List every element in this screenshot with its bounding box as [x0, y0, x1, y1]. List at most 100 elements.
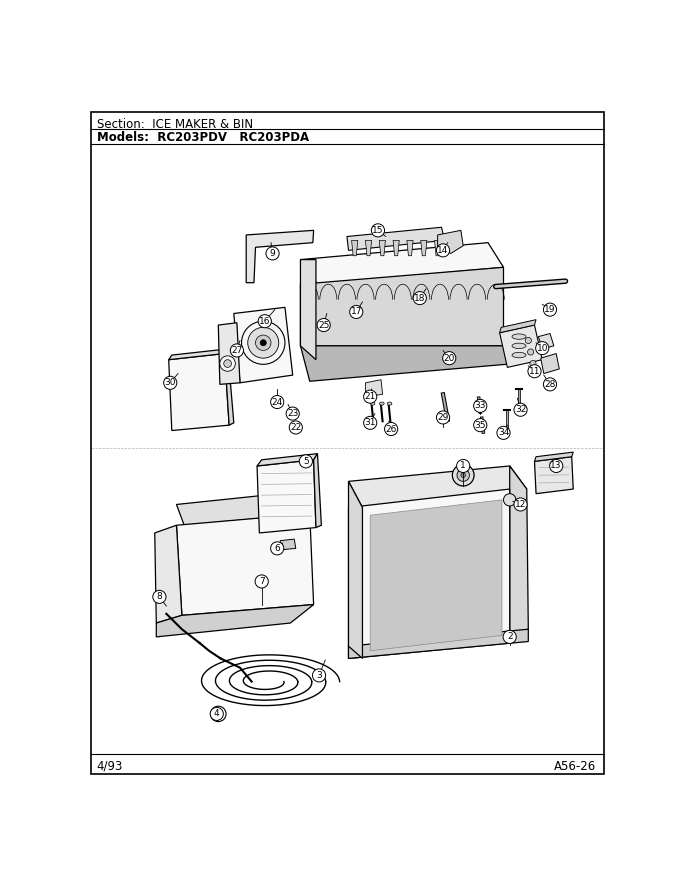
- Polygon shape: [435, 240, 441, 256]
- Circle shape: [503, 630, 516, 643]
- Polygon shape: [280, 539, 296, 550]
- Circle shape: [457, 469, 469, 481]
- Polygon shape: [257, 459, 316, 533]
- Circle shape: [271, 395, 284, 408]
- Circle shape: [214, 710, 222, 718]
- Circle shape: [241, 321, 285, 364]
- Polygon shape: [224, 348, 234, 425]
- Polygon shape: [257, 454, 318, 466]
- Text: 6: 6: [274, 544, 280, 553]
- Text: 35: 35: [475, 421, 486, 429]
- Text: 28: 28: [544, 380, 556, 389]
- Polygon shape: [169, 348, 228, 360]
- Circle shape: [525, 337, 531, 343]
- Circle shape: [255, 575, 269, 588]
- Text: 9: 9: [270, 249, 275, 258]
- Text: 2: 2: [507, 633, 513, 642]
- Circle shape: [461, 473, 466, 478]
- Text: 11: 11: [529, 367, 540, 376]
- Circle shape: [371, 224, 384, 237]
- Text: 27: 27: [231, 346, 243, 355]
- Ellipse shape: [387, 402, 392, 405]
- Polygon shape: [218, 323, 240, 385]
- Polygon shape: [301, 260, 316, 360]
- Text: A56-26: A56-26: [554, 759, 596, 773]
- Polygon shape: [348, 466, 527, 508]
- Polygon shape: [539, 334, 554, 348]
- Text: 32: 32: [515, 406, 526, 414]
- Polygon shape: [313, 454, 322, 528]
- Text: 16: 16: [259, 317, 271, 326]
- Circle shape: [317, 319, 330, 332]
- Circle shape: [364, 390, 377, 403]
- Polygon shape: [370, 500, 502, 651]
- Text: 22: 22: [290, 423, 301, 432]
- Text: Section:  ICE MAKER & BIN: Section: ICE MAKER & BIN: [97, 118, 253, 131]
- Circle shape: [299, 455, 313, 468]
- Text: 20: 20: [443, 354, 455, 363]
- Text: 33: 33: [475, 401, 486, 410]
- Circle shape: [286, 407, 299, 420]
- Text: 1: 1: [460, 461, 466, 471]
- Text: 31: 31: [364, 418, 376, 428]
- Polygon shape: [421, 240, 427, 256]
- Text: 3: 3: [316, 671, 322, 680]
- Polygon shape: [176, 492, 310, 525]
- Text: 30: 30: [165, 378, 176, 387]
- Circle shape: [474, 400, 487, 413]
- Polygon shape: [500, 325, 542, 368]
- Polygon shape: [156, 605, 313, 637]
- Circle shape: [456, 459, 470, 473]
- Polygon shape: [352, 240, 358, 256]
- Circle shape: [220, 356, 235, 371]
- Text: 8: 8: [156, 592, 163, 601]
- Polygon shape: [169, 354, 229, 430]
- Text: Models:  RC203PDV   RC203PDA: Models: RC203PDV RC203PDA: [97, 131, 309, 144]
- Text: 7: 7: [259, 577, 265, 586]
- Circle shape: [543, 378, 557, 391]
- Polygon shape: [301, 243, 503, 284]
- Ellipse shape: [512, 343, 526, 348]
- Circle shape: [530, 361, 536, 367]
- Polygon shape: [301, 268, 503, 346]
- Circle shape: [364, 416, 377, 429]
- Circle shape: [528, 364, 541, 378]
- Text: 26: 26: [386, 424, 397, 434]
- Text: 23: 23: [287, 409, 299, 418]
- Text: 5: 5: [303, 457, 309, 466]
- Text: 10: 10: [537, 344, 548, 353]
- Circle shape: [514, 403, 527, 416]
- Circle shape: [248, 327, 279, 358]
- Text: 4/93: 4/93: [97, 759, 123, 773]
- Text: 17: 17: [350, 307, 362, 317]
- Circle shape: [260, 340, 267, 346]
- Ellipse shape: [379, 402, 384, 405]
- Polygon shape: [176, 514, 313, 615]
- Polygon shape: [348, 629, 528, 658]
- Circle shape: [474, 419, 487, 432]
- Polygon shape: [155, 525, 182, 623]
- Text: 14: 14: [437, 246, 449, 255]
- Circle shape: [266, 247, 279, 260]
- Polygon shape: [301, 346, 515, 381]
- Text: 18: 18: [414, 294, 426, 303]
- Polygon shape: [510, 466, 528, 643]
- Circle shape: [256, 335, 271, 350]
- Text: 34: 34: [498, 429, 509, 437]
- Circle shape: [271, 542, 284, 555]
- Circle shape: [437, 411, 449, 424]
- Text: 25: 25: [318, 320, 329, 329]
- Polygon shape: [393, 240, 399, 256]
- Text: 4: 4: [214, 709, 220, 718]
- Circle shape: [384, 422, 398, 436]
- Circle shape: [210, 708, 223, 721]
- Circle shape: [443, 352, 456, 364]
- Circle shape: [497, 426, 510, 439]
- Polygon shape: [541, 354, 559, 373]
- Circle shape: [164, 377, 177, 389]
- Text: 29: 29: [437, 413, 449, 422]
- Polygon shape: [500, 319, 536, 333]
- Circle shape: [514, 498, 527, 511]
- Polygon shape: [365, 240, 372, 256]
- Circle shape: [503, 494, 516, 506]
